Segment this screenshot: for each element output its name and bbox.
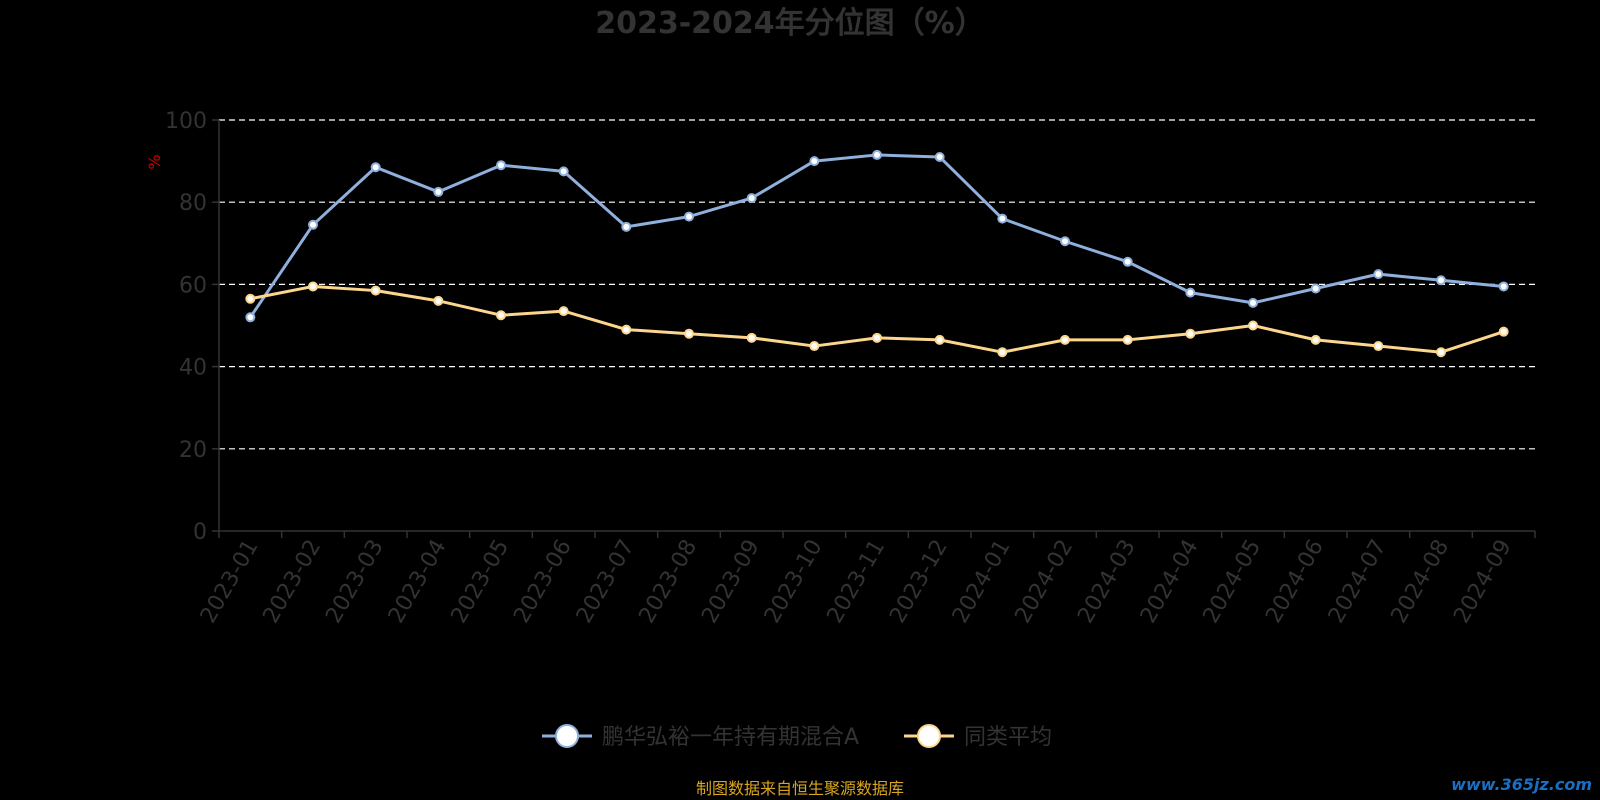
data-point[interactable] [934,334,945,345]
watermark: www.365jz.com [1451,775,1592,794]
data-point[interactable] [496,310,506,321]
y-tick-label: 0 [193,520,207,545]
data-source-note: 制图数据来自恒生聚源数据库 [696,779,904,798]
x-tick-label: 2023-07 [572,536,640,628]
data-point[interactable] [1122,334,1133,345]
data-point[interactable] [1185,287,1196,298]
series-layer [245,149,1509,358]
data-point[interactable] [684,211,694,222]
data-point[interactable] [997,347,1008,358]
data-point[interactable] [684,328,694,339]
legend[interactable]: 鹏华弘裕一年持有期混合A 同类平均 [542,724,1052,750]
x-tick-label: 2024-04 [1136,536,1204,628]
x-tick-label: 2023-01 [196,536,264,628]
y-tick-label: 80 [179,191,207,216]
data-point[interactable] [558,166,569,177]
data-point[interactable] [370,162,381,173]
y-tick-label: 20 [179,438,207,463]
x-tick-label: 2024-03 [1073,536,1141,628]
x-tick-label: 2023-05 [447,536,515,628]
data-point[interactable] [1498,326,1509,337]
data-point[interactable] [746,332,757,343]
data-point[interactable] [308,219,318,230]
data-point[interactable] [308,281,318,292]
x-tick-label: 2023-06 [509,536,577,628]
axes: 0 20 40 60 80 100 2023-012023-022023-032023-04… [165,109,1536,628]
y-axis-unit-label: % [145,154,164,169]
data-point[interactable] [1060,334,1070,345]
data-point[interactable] [872,332,882,343]
data-point[interactable] [621,324,632,335]
data-point[interactable] [746,193,757,204]
x-tick-label: 2023-08 [635,536,703,628]
data-point[interactable] [1248,320,1258,331]
data-point[interactable] [621,221,632,232]
legend-marker [555,724,579,748]
x-tick-label: 2023-12 [885,536,953,628]
x-tick-label: 2024-01 [948,536,1016,628]
data-point[interactable] [1248,297,1258,308]
x-tick-label: 2024-02 [1011,536,1079,628]
data-point[interactable] [1185,328,1196,339]
data-point[interactable] [1498,281,1509,292]
x-tick-label: 2024-05 [1199,536,1267,628]
legend-marker [917,724,941,748]
x-tick-label: 2023-03 [321,536,389,628]
data-point[interactable] [558,306,569,317]
data-point[interactable] [1310,283,1321,294]
x-tick-label: 2024-08 [1387,536,1455,628]
data-point[interactable] [433,295,444,306]
x-tick-label: 2023-10 [760,536,828,628]
x-tick-label: 2023-04 [384,536,452,628]
chart-title: 2023-2024年分位图（%） [595,6,985,41]
data-point[interactable] [809,156,820,167]
data-point[interactable] [934,151,945,162]
legend-item-1[interactable]: 同类平均 [904,724,1052,750]
series-0 [245,149,1509,323]
data-point[interactable] [809,341,820,352]
data-point[interactable] [1373,341,1384,352]
data-point[interactable] [370,285,381,296]
data-point[interactable] [245,293,256,304]
data-point[interactable] [245,312,256,323]
y-tick-label: 100 [165,109,207,134]
data-point[interactable] [496,160,506,171]
data-point[interactable] [872,149,882,160]
data-point[interactable] [1436,275,1446,286]
data-point[interactable] [1436,347,1446,358]
x-tick-label: 2023-09 [697,536,765,628]
data-point[interactable] [1310,334,1321,345]
x-tick-label: 2024-09 [1449,536,1517,628]
y-tick-label: 60 [179,273,207,298]
data-point[interactable] [1122,256,1133,267]
x-tick-label: 2023-02 [259,536,327,628]
data-point[interactable] [1373,269,1384,280]
data-point[interactable] [433,186,444,197]
x-tick-label: 2024-07 [1324,536,1392,628]
data-point[interactable] [997,213,1008,224]
series-1 [245,281,1509,358]
legend-item-0[interactable]: 鹏华弘裕一年持有期混合A [542,724,859,750]
data-point[interactable] [1060,236,1070,247]
legend-label: 鹏华弘裕一年持有期混合A [602,725,859,750]
x-tick-label: 2023-11 [823,536,891,628]
legend-label: 同类平均 [964,725,1052,750]
x-tick-label: 2024-06 [1261,536,1329,628]
y-tick-label: 40 [179,356,207,381]
